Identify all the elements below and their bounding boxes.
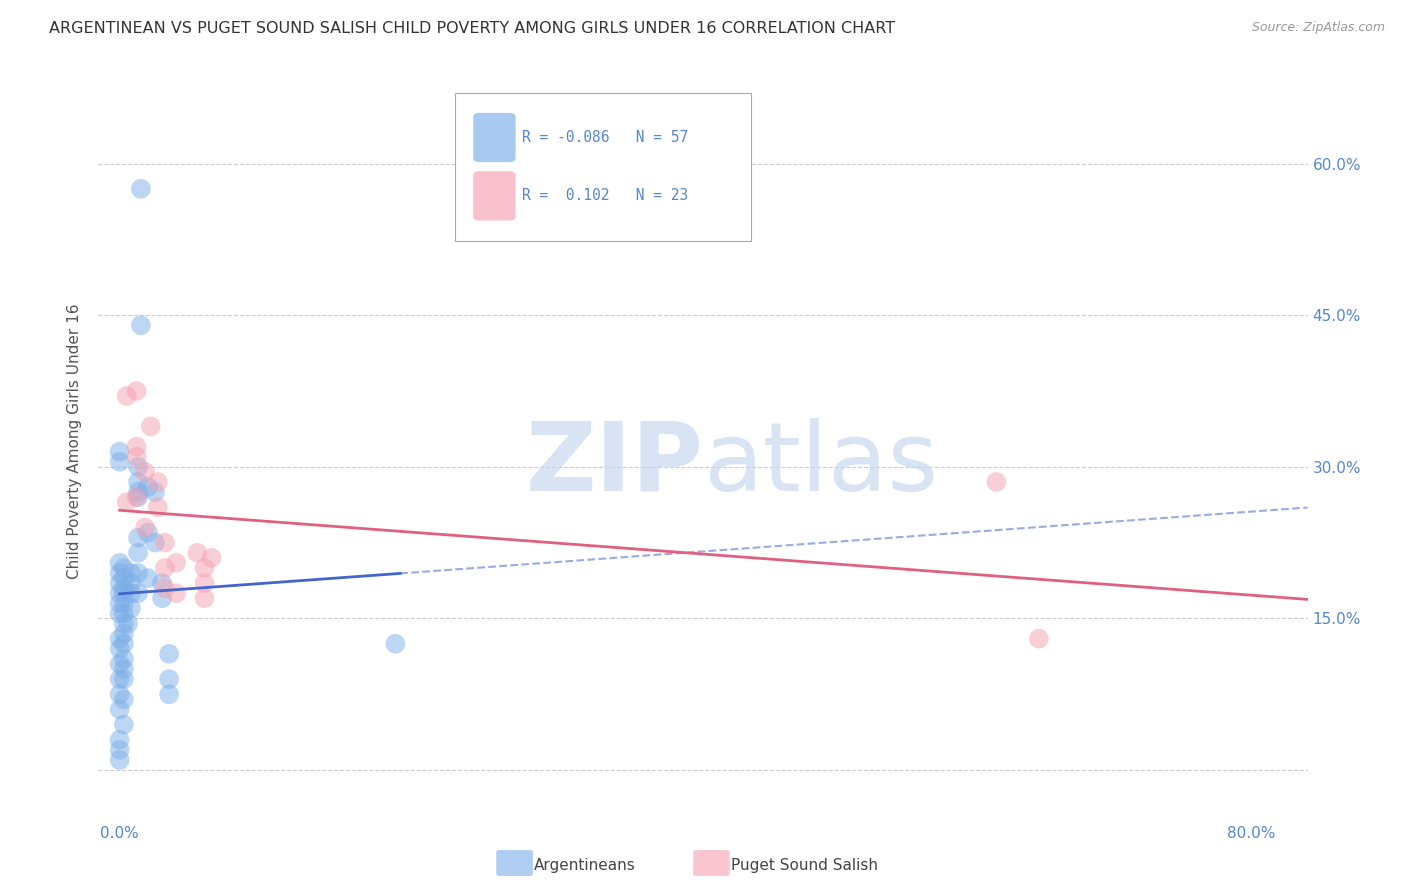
Point <box>112 607 135 621</box>
Point <box>108 702 131 716</box>
Point <box>108 444 131 458</box>
Point <box>125 450 148 464</box>
Point <box>112 692 135 706</box>
Point <box>112 616 135 631</box>
Point <box>157 687 180 701</box>
Point <box>112 581 135 595</box>
Point <box>384 637 406 651</box>
Point <box>108 556 131 570</box>
Point <box>165 556 187 570</box>
Text: R = -0.086   N = 57: R = -0.086 N = 57 <box>522 130 688 145</box>
Point <box>108 607 131 621</box>
Y-axis label: Child Poverty Among Girls Under 16: Child Poverty Among Girls Under 16 <box>67 304 83 579</box>
Point <box>108 576 131 591</box>
Point <box>136 571 159 585</box>
Point <box>127 475 149 489</box>
Point <box>115 389 138 403</box>
Point <box>127 546 149 560</box>
Point <box>112 652 135 666</box>
Point <box>112 571 135 585</box>
Point <box>125 440 148 454</box>
Point <box>153 581 176 595</box>
Text: ARGENTINEAN VS PUGET SOUND SALISH CHILD POVERTY AMONG GIRLS UNDER 16 CORRELATION: ARGENTINEAN VS PUGET SOUND SALISH CHILD … <box>49 21 896 36</box>
Point <box>108 586 131 600</box>
Point <box>127 485 149 500</box>
Point <box>157 672 180 686</box>
Point <box>186 546 208 560</box>
Text: Source: ZipAtlas.com: Source: ZipAtlas.com <box>1251 21 1385 34</box>
Point <box>200 550 222 565</box>
Point <box>112 672 135 686</box>
FancyBboxPatch shape <box>474 113 516 162</box>
Point <box>150 576 173 591</box>
Point <box>193 591 215 606</box>
Text: Argentineans: Argentineans <box>534 858 636 872</box>
Point <box>153 561 176 575</box>
Point <box>139 419 162 434</box>
Point <box>134 520 156 534</box>
Point <box>108 657 131 671</box>
Text: ZIP: ZIP <box>524 417 703 511</box>
Point <box>108 687 131 701</box>
Point <box>108 753 131 767</box>
Point <box>146 475 169 489</box>
Text: atlas: atlas <box>703 417 938 511</box>
Text: R =  0.102   N = 23: R = 0.102 N = 23 <box>522 188 688 203</box>
Point <box>108 641 131 656</box>
Point <box>112 662 135 676</box>
Point <box>112 596 135 610</box>
Point <box>150 591 173 606</box>
Point <box>125 490 148 504</box>
Point <box>115 495 138 509</box>
Point <box>112 717 135 731</box>
Point <box>108 743 131 757</box>
Point <box>117 616 139 631</box>
Point <box>136 525 159 540</box>
Point <box>112 586 135 600</box>
Point <box>112 626 135 640</box>
Point <box>127 459 149 474</box>
Point <box>146 500 169 515</box>
Point <box>193 576 215 591</box>
Point <box>1028 632 1050 646</box>
Point <box>120 576 142 591</box>
Point <box>108 732 131 747</box>
Point <box>127 566 149 580</box>
Point <box>125 384 148 398</box>
Point <box>986 475 1008 489</box>
Point <box>165 586 187 600</box>
Point <box>120 566 142 580</box>
Point <box>127 531 149 545</box>
Point <box>127 490 149 504</box>
Point <box>143 485 166 500</box>
Point <box>112 561 135 575</box>
Point <box>134 465 156 479</box>
Point <box>108 672 131 686</box>
Point <box>120 601 142 615</box>
Point <box>129 318 152 333</box>
FancyBboxPatch shape <box>474 171 516 220</box>
FancyBboxPatch shape <box>456 93 751 241</box>
Point <box>193 561 215 575</box>
Point <box>108 566 131 580</box>
Point <box>127 586 149 600</box>
Point <box>108 455 131 469</box>
Point <box>129 182 152 196</box>
Text: Puget Sound Salish: Puget Sound Salish <box>731 858 879 872</box>
Point <box>157 647 180 661</box>
Point <box>120 586 142 600</box>
Point <box>108 596 131 610</box>
Point <box>108 632 131 646</box>
Point <box>112 637 135 651</box>
Point <box>153 535 176 549</box>
Point <box>143 535 166 549</box>
Point <box>136 480 159 494</box>
